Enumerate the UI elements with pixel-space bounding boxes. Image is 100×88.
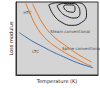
svg-text:HTC: HTC — [23, 9, 32, 15]
svg-text:Temperature (K): Temperature (K) — [36, 78, 77, 85]
svg-text:Steam conventional: Steam conventional — [50, 29, 90, 34]
svg-text:LTC: LTC — [32, 49, 39, 54]
svg-text:Loss modulus: Loss modulus — [8, 21, 14, 55]
